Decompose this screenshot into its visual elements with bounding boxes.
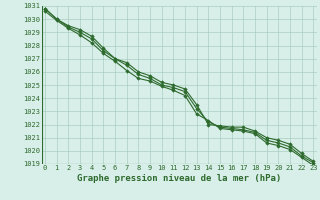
- X-axis label: Graphe pression niveau de la mer (hPa): Graphe pression niveau de la mer (hPa): [77, 174, 281, 183]
